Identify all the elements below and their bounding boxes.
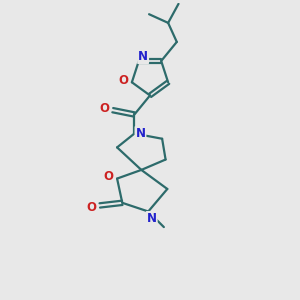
Text: N: N	[136, 127, 146, 140]
Text: N: N	[147, 212, 157, 225]
Text: O: O	[118, 74, 128, 87]
Text: O: O	[99, 102, 109, 115]
Text: N: N	[138, 50, 148, 63]
Text: O: O	[103, 170, 113, 183]
Text: O: O	[86, 201, 96, 214]
